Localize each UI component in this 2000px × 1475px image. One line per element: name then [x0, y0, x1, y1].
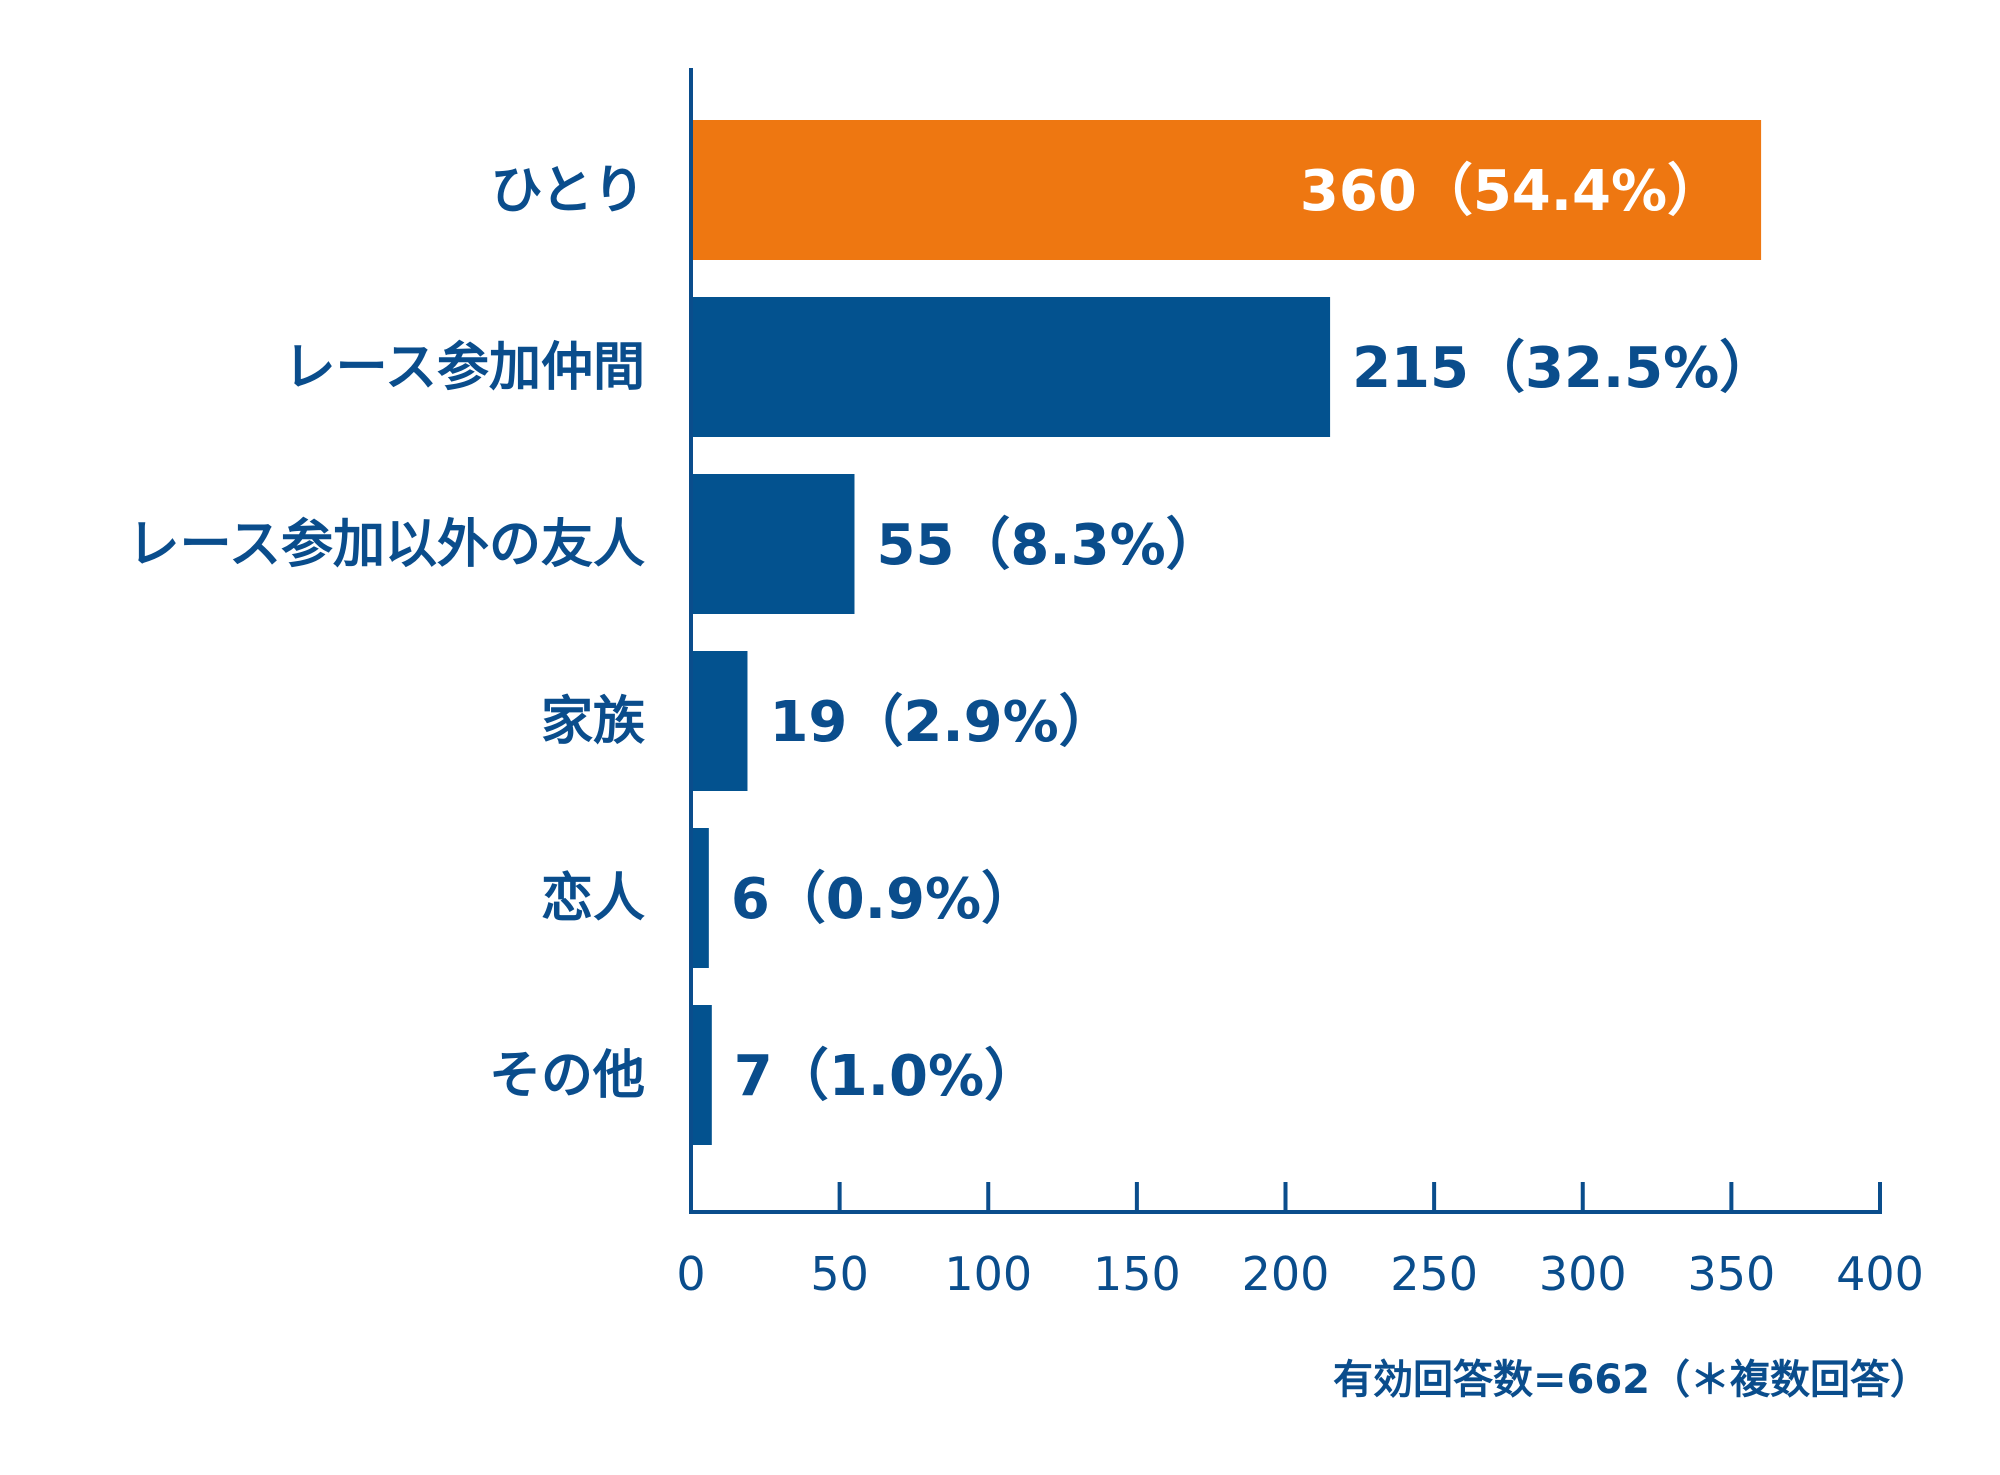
- bar-4: [691, 828, 709, 968]
- x-tick-label: 0: [676, 1247, 705, 1301]
- value-label: 7（1.0%）: [734, 1044, 1040, 1109]
- response-note: 有効回答数=662（＊複数回答）: [1333, 1357, 1930, 1403]
- category-label: レース参加仲間: [284, 338, 645, 398]
- bar-0: [691, 120, 1762, 260]
- bars-group: [691, 120, 1762, 1145]
- x-tick-label: 50: [810, 1247, 869, 1301]
- x-tick-label: 250: [1390, 1247, 1478, 1301]
- bar-3: [691, 651, 748, 791]
- value-label: 360（54.4%）: [1300, 159, 1723, 224]
- x-tick-label: 200: [1242, 1247, 1330, 1301]
- x-tick-label: 100: [944, 1247, 1032, 1301]
- x-tick-label: 150: [1093, 1247, 1181, 1301]
- x-tick-label: 300: [1539, 1247, 1627, 1301]
- value-label: 55（8.3%）: [876, 513, 1221, 578]
- value-label: 19（2.9%）: [769, 690, 1114, 755]
- value-labels: 360（54.4%） 215（32.5%） 55（8.3%） 19（2.9%） 6（0.…: [731, 159, 1775, 1109]
- x-tick-label: 350: [1687, 1247, 1775, 1301]
- bar-1: [691, 297, 1331, 437]
- category-label: その他: [489, 1046, 645, 1106]
- category-label: 恋人: [541, 869, 645, 929]
- bar-5: [691, 1005, 712, 1145]
- bar-2: [691, 474, 855, 614]
- category-label: ひとり: [491, 161, 645, 221]
- category-label: 家族: [541, 692, 645, 752]
- category-label: レース参加以外の友人: [128, 515, 645, 575]
- value-label: 215（32.5%）: [1352, 336, 1775, 401]
- x-axis: 0 50 100 150 200 250 300 350 400: [676, 68, 1924, 1301]
- value-label: 6（0.9%）: [731, 867, 1037, 932]
- x-tick-label: 400: [1836, 1247, 1924, 1301]
